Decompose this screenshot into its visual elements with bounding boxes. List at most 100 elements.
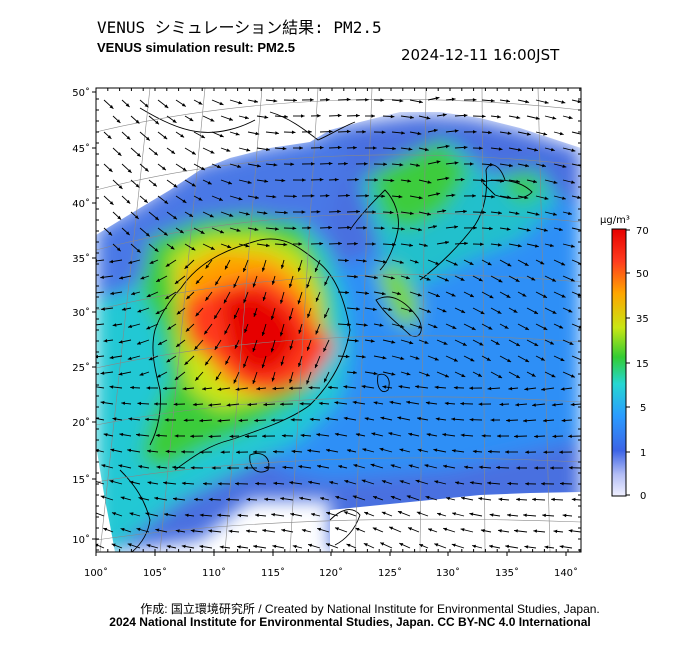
wind-arrow-head bbox=[261, 364, 265, 369]
wind-arrow-head bbox=[417, 448, 422, 453]
wind-arrow-head bbox=[410, 115, 414, 119]
wind-arrow-head bbox=[316, 433, 321, 437]
wind-arrow-head bbox=[397, 511, 402, 515]
wind-arrow-head bbox=[568, 529, 573, 533]
wind-arrow-head bbox=[568, 434, 572, 438]
wind-arrow-head bbox=[272, 386, 277, 391]
wind-arrow-head bbox=[507, 358, 512, 362]
wind-arrow-head bbox=[418, 325, 423, 329]
wind-arrow-head bbox=[434, 357, 439, 361]
wind-arrow-head bbox=[353, 146, 357, 150]
wind-arrow-head bbox=[433, 448, 438, 452]
wind-arrow-head bbox=[135, 183, 140, 188]
wind-arrow-head bbox=[461, 309, 466, 313]
wind-arrow-head bbox=[118, 464, 123, 468]
wind-arrow-head bbox=[307, 226, 312, 230]
wind-arrow-head bbox=[116, 247, 121, 252]
wind-arrow-head bbox=[463, 113, 468, 118]
wind-arrow-head bbox=[163, 135, 168, 140]
wind-arrow-head bbox=[311, 162, 315, 166]
wind-arrow-head bbox=[289, 345, 293, 350]
wind-arrow-head bbox=[229, 213, 234, 217]
wind-arrow-head bbox=[524, 387, 529, 391]
wind-arrow-shaft bbox=[571, 131, 581, 135]
wind-arrow-head bbox=[552, 116, 557, 120]
lon-label: 100˚ bbox=[84, 567, 108, 579]
wind-arrow-head bbox=[372, 242, 376, 246]
wind-arrow-head bbox=[442, 309, 447, 313]
wind-arrow-head bbox=[92, 385, 96, 388]
wind-arrow-head bbox=[363, 323, 368, 327]
wind-arrow-head bbox=[373, 371, 378, 376]
wind-arrow-head bbox=[463, 209, 467, 214]
wind-arrow-head bbox=[338, 241, 342, 246]
wind-arrow-head bbox=[540, 261, 545, 265]
wind-arrow-head bbox=[343, 416, 348, 421]
wind-arrow-head bbox=[210, 118, 215, 122]
wind-arrow-head bbox=[217, 482, 222, 486]
wind-arrow-head bbox=[314, 364, 319, 369]
wind-arrow-head bbox=[111, 543, 116, 547]
wind-arrow-head bbox=[380, 98, 385, 102]
wind-arrow-head bbox=[364, 511, 369, 516]
wind-arrow-head bbox=[507, 262, 512, 267]
wind-arrow-head bbox=[559, 545, 564, 549]
wind-arrow-head bbox=[516, 115, 521, 120]
wind-arrow-head bbox=[101, 464, 106, 468]
wind-arrow-shaft bbox=[571, 355, 581, 361]
wind-arrow-head bbox=[443, 341, 448, 345]
wind-arrow-head bbox=[194, 497, 198, 502]
wind-arrow-head bbox=[478, 497, 483, 501]
lat-label: 15˚ bbox=[72, 474, 90, 486]
wind-arrow-head bbox=[301, 210, 306, 214]
wind-arrow-head bbox=[252, 347, 256, 352]
wind-arrow-head bbox=[346, 193, 350, 198]
wind-arrow-head bbox=[570, 278, 575, 282]
wind-arrow-head bbox=[490, 418, 495, 422]
wind-arrow-head bbox=[202, 387, 206, 391]
wind-arrow-head bbox=[219, 133, 224, 138]
wind-arrow-head bbox=[436, 160, 441, 164]
wind-arrow-head bbox=[281, 528, 286, 533]
wind-arrow-head bbox=[184, 265, 189, 269]
wind-arrow-head bbox=[561, 262, 566, 266]
wind-arrow-head bbox=[381, 291, 386, 296]
wind-arrow-head bbox=[496, 465, 500, 470]
wind-arrow-head bbox=[346, 543, 351, 548]
wind-arrow-head bbox=[382, 385, 387, 389]
wind-arrow-head bbox=[442, 113, 447, 117]
wind-arrow-head bbox=[235, 387, 240, 391]
colorbar: μg/m³ 70 50 35 15 5 1 0 bbox=[600, 215, 649, 502]
wind-arrow-head bbox=[550, 341, 554, 345]
wind-arrow-head bbox=[156, 374, 161, 378]
wind-arrow-head bbox=[325, 98, 330, 102]
wind-arrow-head bbox=[130, 385, 134, 390]
lon-label: 130˚ bbox=[436, 567, 460, 579]
wind-arrow-head bbox=[234, 314, 238, 319]
wind-arrow-head bbox=[461, 373, 466, 377]
wind-arrow-head bbox=[164, 200, 169, 204]
wind-arrow-head bbox=[470, 358, 475, 362]
wind-arrow-head bbox=[200, 230, 205, 234]
wind-arrow-head bbox=[388, 307, 393, 311]
wind-arrow-head bbox=[424, 340, 429, 344]
wind-arrow-head bbox=[127, 448, 132, 453]
wind-arrow-head bbox=[371, 114, 375, 118]
wind-arrow-head bbox=[507, 481, 512, 486]
wind-arrow-head bbox=[253, 450, 257, 454]
wind-arrow-head bbox=[381, 194, 386, 198]
axis-ticks bbox=[92, 87, 581, 556]
wind-arrow-head bbox=[418, 100, 423, 104]
wind-arrow-head bbox=[324, 281, 328, 286]
wind-arrow-head bbox=[121, 307, 126, 311]
wind-arrow-head bbox=[289, 481, 293, 485]
wind-arrow-head bbox=[525, 163, 529, 168]
wind-arrow-head bbox=[253, 544, 257, 549]
wind-arrow-head bbox=[100, 495, 105, 499]
wind-arrow-head bbox=[398, 385, 403, 389]
wind-arrow-head bbox=[195, 280, 200, 284]
wind-arrow-head bbox=[434, 385, 439, 390]
wind-arrow-head bbox=[444, 278, 449, 282]
wind-arrow-head bbox=[236, 450, 240, 454]
wind-arrow-head bbox=[96, 543, 99, 547]
